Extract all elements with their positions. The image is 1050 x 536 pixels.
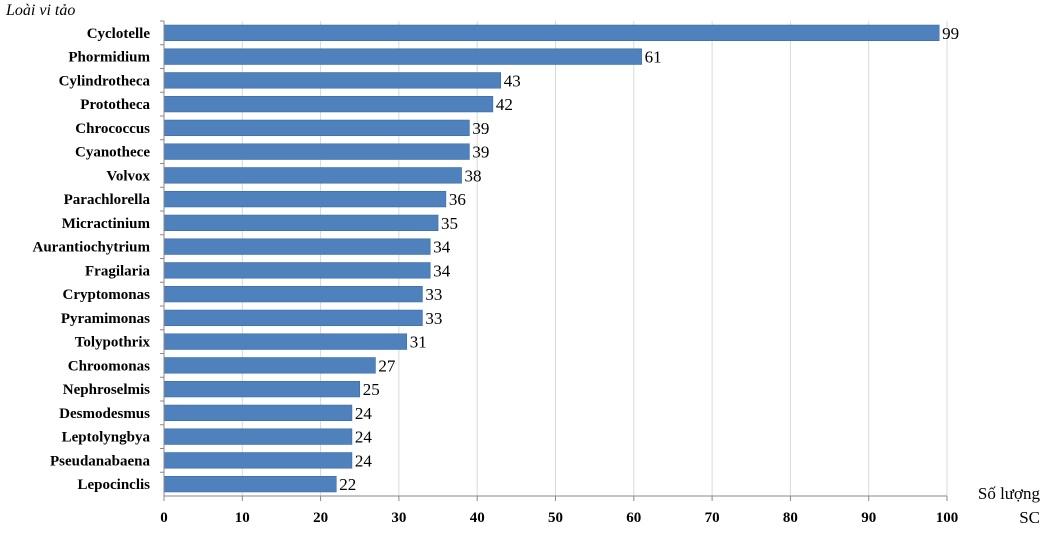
x-tick-label: 70 (705, 510, 720, 526)
category-label: Chroomonas (68, 358, 150, 374)
data-label: 61 (645, 48, 662, 67)
category-label: Pyramimonas (61, 311, 150, 327)
category-label: Desmodesmus (59, 406, 150, 422)
labels: 0 10 20 30 40 50 60 70 80 90 100 Cyclotelle 99 Phormi… (33, 24, 960, 526)
bar-chroomonas (163, 357, 376, 374)
x-tick-label: 90 (861, 510, 876, 526)
x-axis-title-line1: Số lượng (978, 484, 1041, 503)
bar-chrococcus (163, 119, 470, 137)
data-label: 24 (355, 451, 373, 470)
bar-desmodesmus (163, 404, 353, 422)
x-tick-label: 100 (936, 510, 959, 526)
data-label: 38 (465, 166, 482, 185)
y-axis-title: Loài vi tảo (5, 2, 75, 19)
category-label: Cyclotelle (87, 26, 151, 42)
bar-prototheca (163, 95, 494, 113)
x-tick-label: 80 (783, 510, 798, 526)
category-label: Chrococcus (75, 121, 150, 137)
bar-lepocinclis (163, 475, 337, 493)
axes (160, 20, 948, 501)
bar-aurantiochytrium (163, 238, 431, 255)
data-label: 33 (425, 309, 442, 328)
x-tick-label: 40 (470, 510, 485, 526)
category-label: Cylindrotheca (59, 73, 151, 89)
bar-cryptomonas (163, 285, 423, 303)
category-label: Phormidium (68, 50, 150, 66)
bar-volvox (163, 167, 462, 184)
data-label: 33 (425, 285, 442, 304)
x-axis-title-line2: SC (1019, 508, 1040, 527)
bar-tolypothrix (163, 333, 408, 350)
category-label: Nephroselmis (63, 382, 150, 398)
bar-nephroselmis (163, 380, 361, 398)
category-label: Cryptomonas (62, 287, 150, 303)
category-label: Lepocinclis (77, 477, 150, 493)
x-tick-label: 20 (313, 510, 328, 526)
category-label: Cyanothece (75, 145, 150, 161)
data-label: 34 (433, 238, 451, 257)
data-label: 35 (441, 214, 458, 233)
bar-micractinium (163, 214, 439, 232)
bar-cyanothece (163, 143, 470, 160)
bars (163, 24, 940, 493)
category-label: Leptolyngbya (62, 430, 151, 446)
x-tick-label: 0 (160, 510, 168, 526)
category-label: Fragilaria (85, 263, 150, 279)
data-label: 39 (472, 119, 489, 138)
data-label: 22 (339, 475, 356, 494)
data-label: 24 (355, 428, 373, 447)
gridlines (241, 21, 948, 496)
x-tick-label: 10 (235, 510, 250, 526)
bar-phormidium (163, 48, 642, 65)
data-label: 34 (433, 261, 451, 280)
data-label: 36 (449, 190, 466, 209)
category-label: Pseudanabaena (50, 453, 151, 469)
category-label: Volvox (106, 168, 150, 184)
bar-cylindrotheca (163, 72, 501, 89)
x-tick-label: 50 (548, 510, 563, 526)
category-label: Micractinium (62, 216, 151, 232)
data-label: 24 (355, 404, 373, 423)
x-tick-label: 30 (391, 510, 406, 526)
data-label: 31 (410, 333, 427, 352)
bar-cyclotelle (163, 24, 940, 42)
category-label: Aurantiochytrium (33, 240, 151, 256)
x-tick-label: 60 (626, 510, 641, 526)
category-label: Tolypothrix (75, 335, 151, 351)
data-label: 27 (378, 356, 396, 375)
bar-fragilaria (163, 262, 431, 279)
bar-pseudanabaena (163, 452, 353, 469)
data-label: 39 (472, 143, 489, 162)
category-label: Prototheca (80, 97, 150, 113)
data-label: 43 (504, 71, 521, 90)
bar-pyramimonas (163, 309, 423, 327)
data-label: 42 (496, 95, 513, 114)
data-label: 99 (942, 24, 959, 43)
category-label: Parachlorella (64, 192, 151, 208)
data-label: 25 (363, 380, 380, 399)
bar-parachlorella (163, 190, 447, 208)
bar-leptolyngbya (163, 428, 353, 445)
